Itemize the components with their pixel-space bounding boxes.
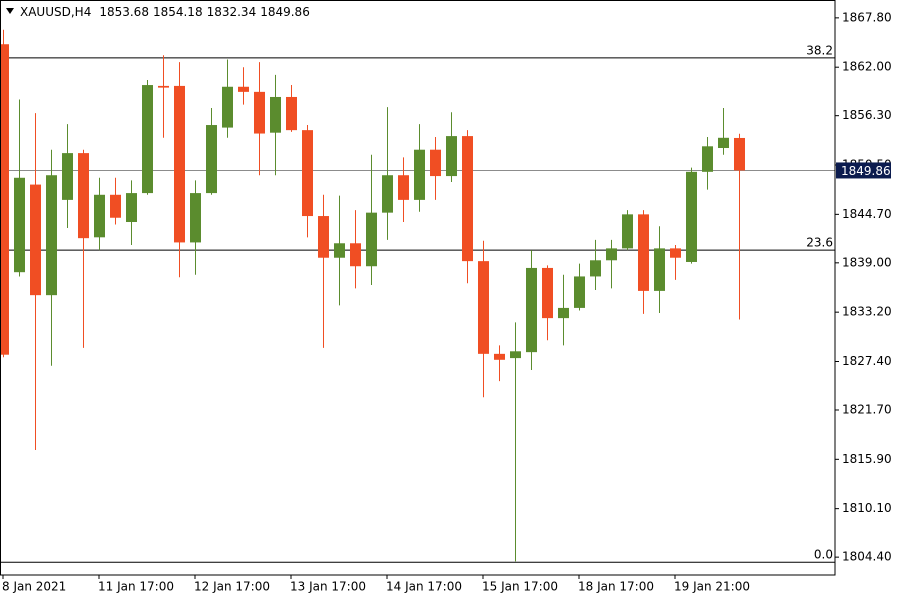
y-tick-label: 1815.90	[842, 452, 892, 466]
candle-body	[62, 153, 73, 200]
candle-body	[414, 149, 425, 200]
candle-body	[0, 44, 9, 355]
candle-body	[238, 86, 249, 92]
menu-triangle[interactable]	[6, 8, 14, 14]
candle-body	[14, 177, 25, 273]
ohlc-open: 1853.68	[99, 5, 149, 19]
fib-level-label: 0.0	[814, 548, 833, 562]
candle-body	[526, 267, 537, 353]
y-tick-label: 1856.30	[842, 108, 892, 122]
x-tick-label: 13 Jan 17:00	[290, 580, 366, 594]
x-tick-label: 11 Jan 17:00	[98, 580, 174, 594]
y-tick-label: 1844.70	[842, 207, 892, 221]
fib-level-label: 23.6	[806, 236, 833, 250]
candle-body	[606, 248, 617, 261]
fib-level-label: 38.2	[806, 43, 833, 57]
candle-body	[254, 91, 265, 134]
candle-body	[462, 136, 473, 262]
candle-body	[622, 214, 633, 249]
candle-body	[574, 276, 585, 308]
candle-body	[670, 248, 681, 258]
y-tick-label: 1833.20	[842, 305, 892, 319]
candle-body	[686, 171, 697, 262]
candle-body	[398, 175, 409, 200]
plot-frame	[0, 0, 836, 576]
candle-body	[206, 125, 217, 194]
ohlc-low: 1832.34	[207, 5, 257, 19]
candle-body	[190, 193, 201, 243]
candle-body	[318, 216, 329, 258]
y-tick-label: 1821.70	[842, 402, 892, 416]
candle-body	[334, 243, 345, 258]
candle-body	[430, 149, 441, 177]
x-tick-label: 19 Jan 21:00	[674, 580, 750, 594]
y-tick-label: 1862.00	[842, 60, 892, 74]
candle-body	[590, 260, 601, 277]
x-tick-label: 15 Jan 17:00	[482, 580, 558, 594]
chart-header: XAUUSD,H4 1853.68 1854.18 1832.34 1849.86	[20, 5, 310, 19]
x-tick-label: 18 Jan 17:00	[578, 580, 654, 594]
x-tick-label: 14 Jan 17:00	[386, 580, 462, 594]
y-tick-label: 1867.80	[842, 10, 892, 24]
candle-body	[110, 194, 121, 218]
candle-body	[30, 184, 41, 296]
candle-body	[126, 193, 137, 223]
candle-body	[302, 130, 313, 217]
chart-title: XAUUSD,H4	[20, 5, 91, 19]
candle-body	[158, 85, 169, 88]
candle-body	[222, 86, 233, 128]
candle-body	[494, 353, 505, 360]
candle-body	[94, 194, 105, 238]
candle-body	[718, 137, 729, 149]
y-tick-label: 1839.00	[842, 255, 892, 269]
price-tag	[836, 162, 891, 179]
plot-area: 38.2 23.6 0.0	[0, 29, 835, 563]
x-tick-label: 8 Jan 2021	[2, 580, 66, 594]
ohlc-high: 1854.18	[153, 5, 203, 19]
candle-body	[382, 175, 393, 213]
candle-body	[702, 146, 713, 172]
y-tick-label: 1827.40	[842, 354, 892, 368]
y-tick-label: 1810.10	[842, 501, 892, 515]
x-tick-label: 12 Jan 17:00	[194, 580, 270, 594]
candle-body	[78, 153, 89, 239]
candle-body	[174, 85, 185, 243]
candle-body	[734, 137, 745, 171]
candle-body	[478, 261, 489, 354]
candle-body	[558, 307, 569, 319]
candle-body	[510, 351, 521, 359]
price-tag-label: 1849.86	[841, 164, 891, 178]
candle-body	[638, 214, 649, 291]
candle-body	[350, 243, 361, 267]
candle-body	[542, 267, 553, 319]
y-tick-label: 1804.40	[842, 550, 892, 564]
candle-body	[654, 248, 665, 291]
candle-body	[142, 85, 153, 194]
candle-body	[286, 96, 297, 131]
candle-body	[446, 136, 457, 177]
candle-body	[270, 96, 281, 133]
candle-body	[46, 175, 57, 296]
candle-body	[366, 212, 377, 267]
ohlc-close: 1849.86	[260, 5, 310, 19]
